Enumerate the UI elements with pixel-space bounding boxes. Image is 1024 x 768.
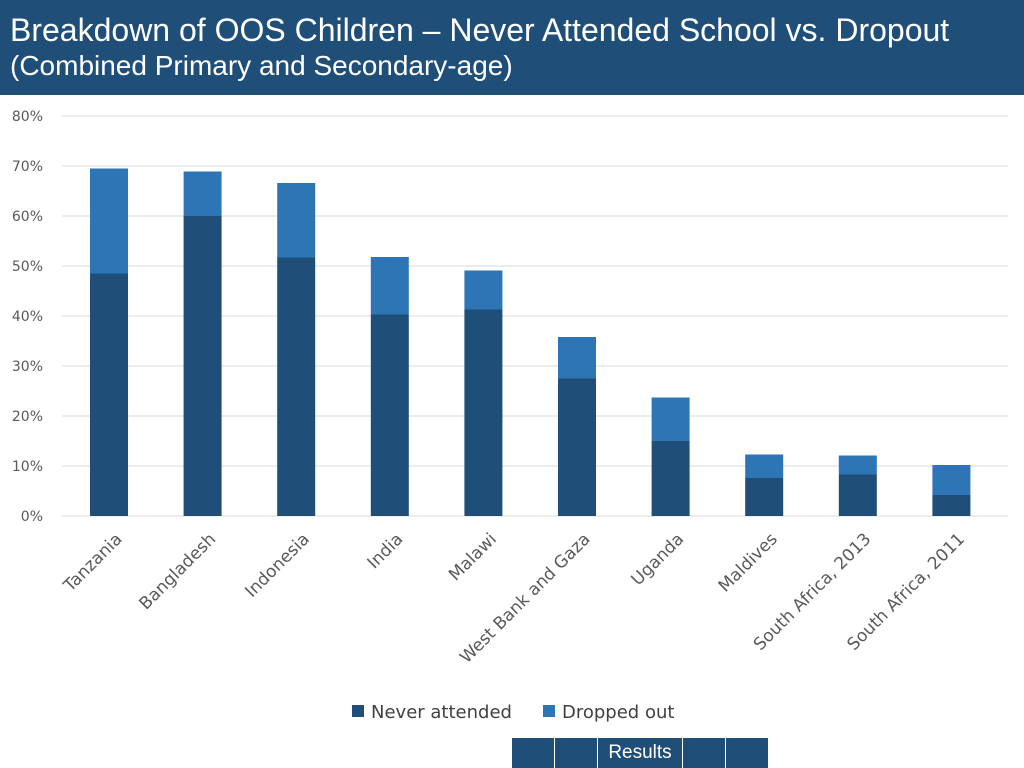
y-tick-label: 80%	[12, 109, 43, 125]
bar-dropped-out	[464, 270, 503, 310]
slide-title: Breakdown of OOS Children – Never Attend…	[10, 12, 950, 48]
nav-segment[interactable]	[726, 738, 768, 768]
bar-dropped-out	[370, 257, 409, 315]
nav-results-tab[interactable]: Results	[598, 738, 683, 768]
y-tick-label: 40%	[12, 309, 43, 325]
slide-subtitle: (Combined Primary and Secondary-age)	[10, 50, 513, 81]
legend-swatch-dropped-out	[543, 705, 555, 717]
x-category-label: Indonesia	[241, 529, 313, 601]
y-tick-label: 10%	[12, 459, 43, 475]
bar-dropped-out	[183, 171, 222, 216]
y-tick-label: 30%	[12, 359, 43, 375]
bar-never-attended	[183, 216, 222, 516]
bar-never-attended	[838, 474, 877, 516]
legend-label-never-attended: Never attended	[371, 702, 512, 723]
bar-never-attended	[277, 257, 316, 516]
bar-never-attended	[90, 273, 128, 516]
nav-segment[interactable]	[555, 738, 598, 768]
bar-dropped-out	[745, 454, 784, 478]
y-tick-label: 60%	[12, 209, 43, 225]
bar-never-attended	[464, 309, 503, 516]
bar-dropped-out	[277, 183, 316, 258]
x-category-label: Malawi	[445, 529, 501, 585]
x-category-label: Bangladesh	[136, 529, 221, 614]
bar-dropped-out	[932, 465, 971, 495]
bar-never-attended	[651, 441, 690, 516]
slide-header: Breakdown of OOS Children – Never Attend…	[0, 0, 1024, 95]
x-category-label: Maldives	[715, 529, 782, 596]
bar-never-attended	[745, 478, 784, 516]
section-nav-bar: Results	[512, 738, 768, 768]
y-tick-label: 0%	[21, 509, 43, 525]
y-tick-label: 20%	[12, 409, 43, 425]
legend-swatch-never-attended	[352, 705, 364, 717]
nav-segment[interactable]	[683, 738, 726, 768]
stacked-bar-chart: 0% 10% 20% 30% 40% 50% 60% 70% 80% Tanzania Bangla…	[12, 109, 1008, 723]
nav-segment[interactable]	[512, 738, 555, 768]
legend-label-dropped-out: Dropped out	[562, 702, 674, 723]
y-tick-label: 50%	[12, 259, 43, 275]
x-category-label: Tanzania	[59, 529, 126, 596]
bar-never-attended	[558, 378, 596, 516]
bar-dropped-out	[838, 455, 877, 475]
bar-never-attended	[370, 314, 409, 516]
bar-dropped-out	[90, 168, 128, 274]
bar-never-attended	[932, 495, 971, 516]
x-category-label: India	[364, 529, 408, 573]
x-category-label: Uganda	[628, 529, 689, 590]
y-tick-label: 70%	[12, 159, 43, 175]
bar-dropped-out	[558, 337, 596, 379]
bar-dropped-out	[651, 397, 690, 441]
